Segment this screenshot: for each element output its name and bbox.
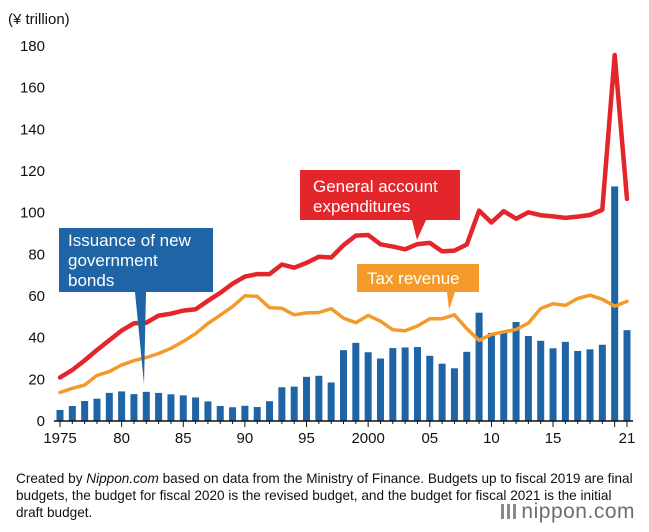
x-tick-label: 21 (619, 430, 636, 447)
y-tick-label: 60 (28, 288, 45, 305)
bond-bar (475, 312, 483, 421)
y-tick-label: 80 (28, 246, 45, 263)
brand-logo: nippon.com (501, 500, 635, 524)
x-tick-label: 90 (237, 430, 254, 447)
y-tick-label: 180 (20, 38, 45, 55)
bond-bar (463, 351, 471, 421)
bond-bar (266, 401, 274, 421)
bond-bar (376, 358, 384, 421)
expenditures-callout: General account expenditures (300, 170, 460, 240)
x-tick-label: 15 (545, 430, 562, 447)
bond-bar (56, 409, 64, 421)
x-tick-label: 2000 (351, 430, 384, 447)
bond-bar (487, 332, 495, 421)
bond-bar (105, 392, 113, 421)
bond-bar (401, 347, 409, 421)
bond-bar (216, 406, 224, 421)
bond-bar (290, 386, 298, 421)
y-tick-label: 20 (28, 371, 45, 388)
bond-bar (327, 382, 335, 421)
tax-line (58, 293, 629, 395)
footnote-prefix: Created by (16, 471, 87, 486)
bonds-callout-line-1: Issuance of new (68, 231, 192, 250)
bond-bar (537, 340, 545, 421)
x-axis: 1975 80 85 90 95 2000 05 10 15 21 (43, 421, 635, 447)
x-tick-label: 95 (298, 430, 315, 447)
bond-bar (500, 331, 508, 421)
bond-issuance-bars (56, 186, 631, 421)
bond-bar (426, 355, 434, 421)
bond-bar (586, 349, 594, 421)
bond-bar (179, 395, 187, 421)
x-tick-label: 85 (175, 430, 192, 447)
tax-callout: Tax revenue (357, 264, 479, 310)
y-tick-label: 140 (20, 121, 45, 138)
footnote-source: Nippon.com (86, 471, 159, 486)
bond-bar (142, 391, 150, 421)
source-footnote: Created by Nippon.com based on data from… (16, 470, 636, 521)
x-tick-label: 10 (483, 430, 500, 447)
y-axis-unit-label: (¥ trillion) (8, 11, 70, 28)
bond-bar (229, 407, 237, 421)
bond-bar (303, 376, 311, 421)
expenditures-callout-line-2: expenditures (313, 197, 410, 216)
y-tick-label: 100 (20, 205, 45, 222)
bond-bar (340, 350, 347, 421)
bond-bar (413, 347, 421, 421)
y-axis: 0 20 40 60 80 100 120 140 160 180 (20, 38, 45, 430)
bond-bar (204, 401, 212, 421)
bond-bar (352, 342, 360, 421)
bond-bar (364, 352, 372, 421)
bond-bar (93, 398, 101, 421)
x-tick-label: 05 (421, 430, 438, 447)
bonds-callout-box (59, 228, 213, 384)
bond-bar (241, 405, 249, 421)
brand-name: nippon.com (521, 500, 635, 523)
line-series (57, 52, 630, 395)
x-tick-label: 1975 (43, 430, 76, 447)
expenditures-line (57, 52, 630, 380)
bond-bar (438, 363, 446, 421)
bond-bar (450, 368, 458, 421)
bond-bar (623, 330, 631, 421)
x-tick-label: 80 (113, 430, 130, 447)
tax-callout-box (357, 264, 479, 310)
bond-bar (598, 344, 606, 421)
bond-bar (389, 348, 397, 421)
brand-icon (501, 504, 517, 519)
bond-bar (512, 322, 520, 421)
bonds-callout-line-2: government (68, 251, 158, 270)
y-tick-label: 120 (20, 163, 45, 180)
expenditures-callout-box (300, 170, 460, 240)
bond-bar (68, 406, 76, 421)
bond-bar (253, 407, 261, 421)
bond-bar (574, 351, 582, 421)
bond-bar (81, 401, 89, 421)
expenditures-callout-line-1: General account (313, 177, 438, 196)
bond-bar (561, 341, 569, 421)
bond-bar (118, 391, 126, 421)
bond-bar (155, 392, 163, 421)
bond-bar (130, 394, 138, 421)
bond-bar (315, 375, 323, 421)
tax-callout-label: Tax revenue (367, 269, 460, 288)
bonds-callout: Issuance of new government bonds (59, 228, 213, 384)
bond-bar (611, 186, 619, 421)
bond-bar (549, 348, 557, 421)
bond-bar (278, 387, 286, 421)
bonds-callout-line-3: bonds (68, 271, 114, 290)
y-tick-label: 0 (37, 413, 45, 430)
bond-bar (167, 394, 175, 421)
y-tick-label: 40 (28, 330, 45, 347)
bond-bar (192, 397, 200, 421)
footnote-text: based on data from the Ministry of Finan… (16, 471, 633, 520)
y-tick-label: 160 (20, 80, 45, 97)
bond-bar (524, 336, 532, 421)
